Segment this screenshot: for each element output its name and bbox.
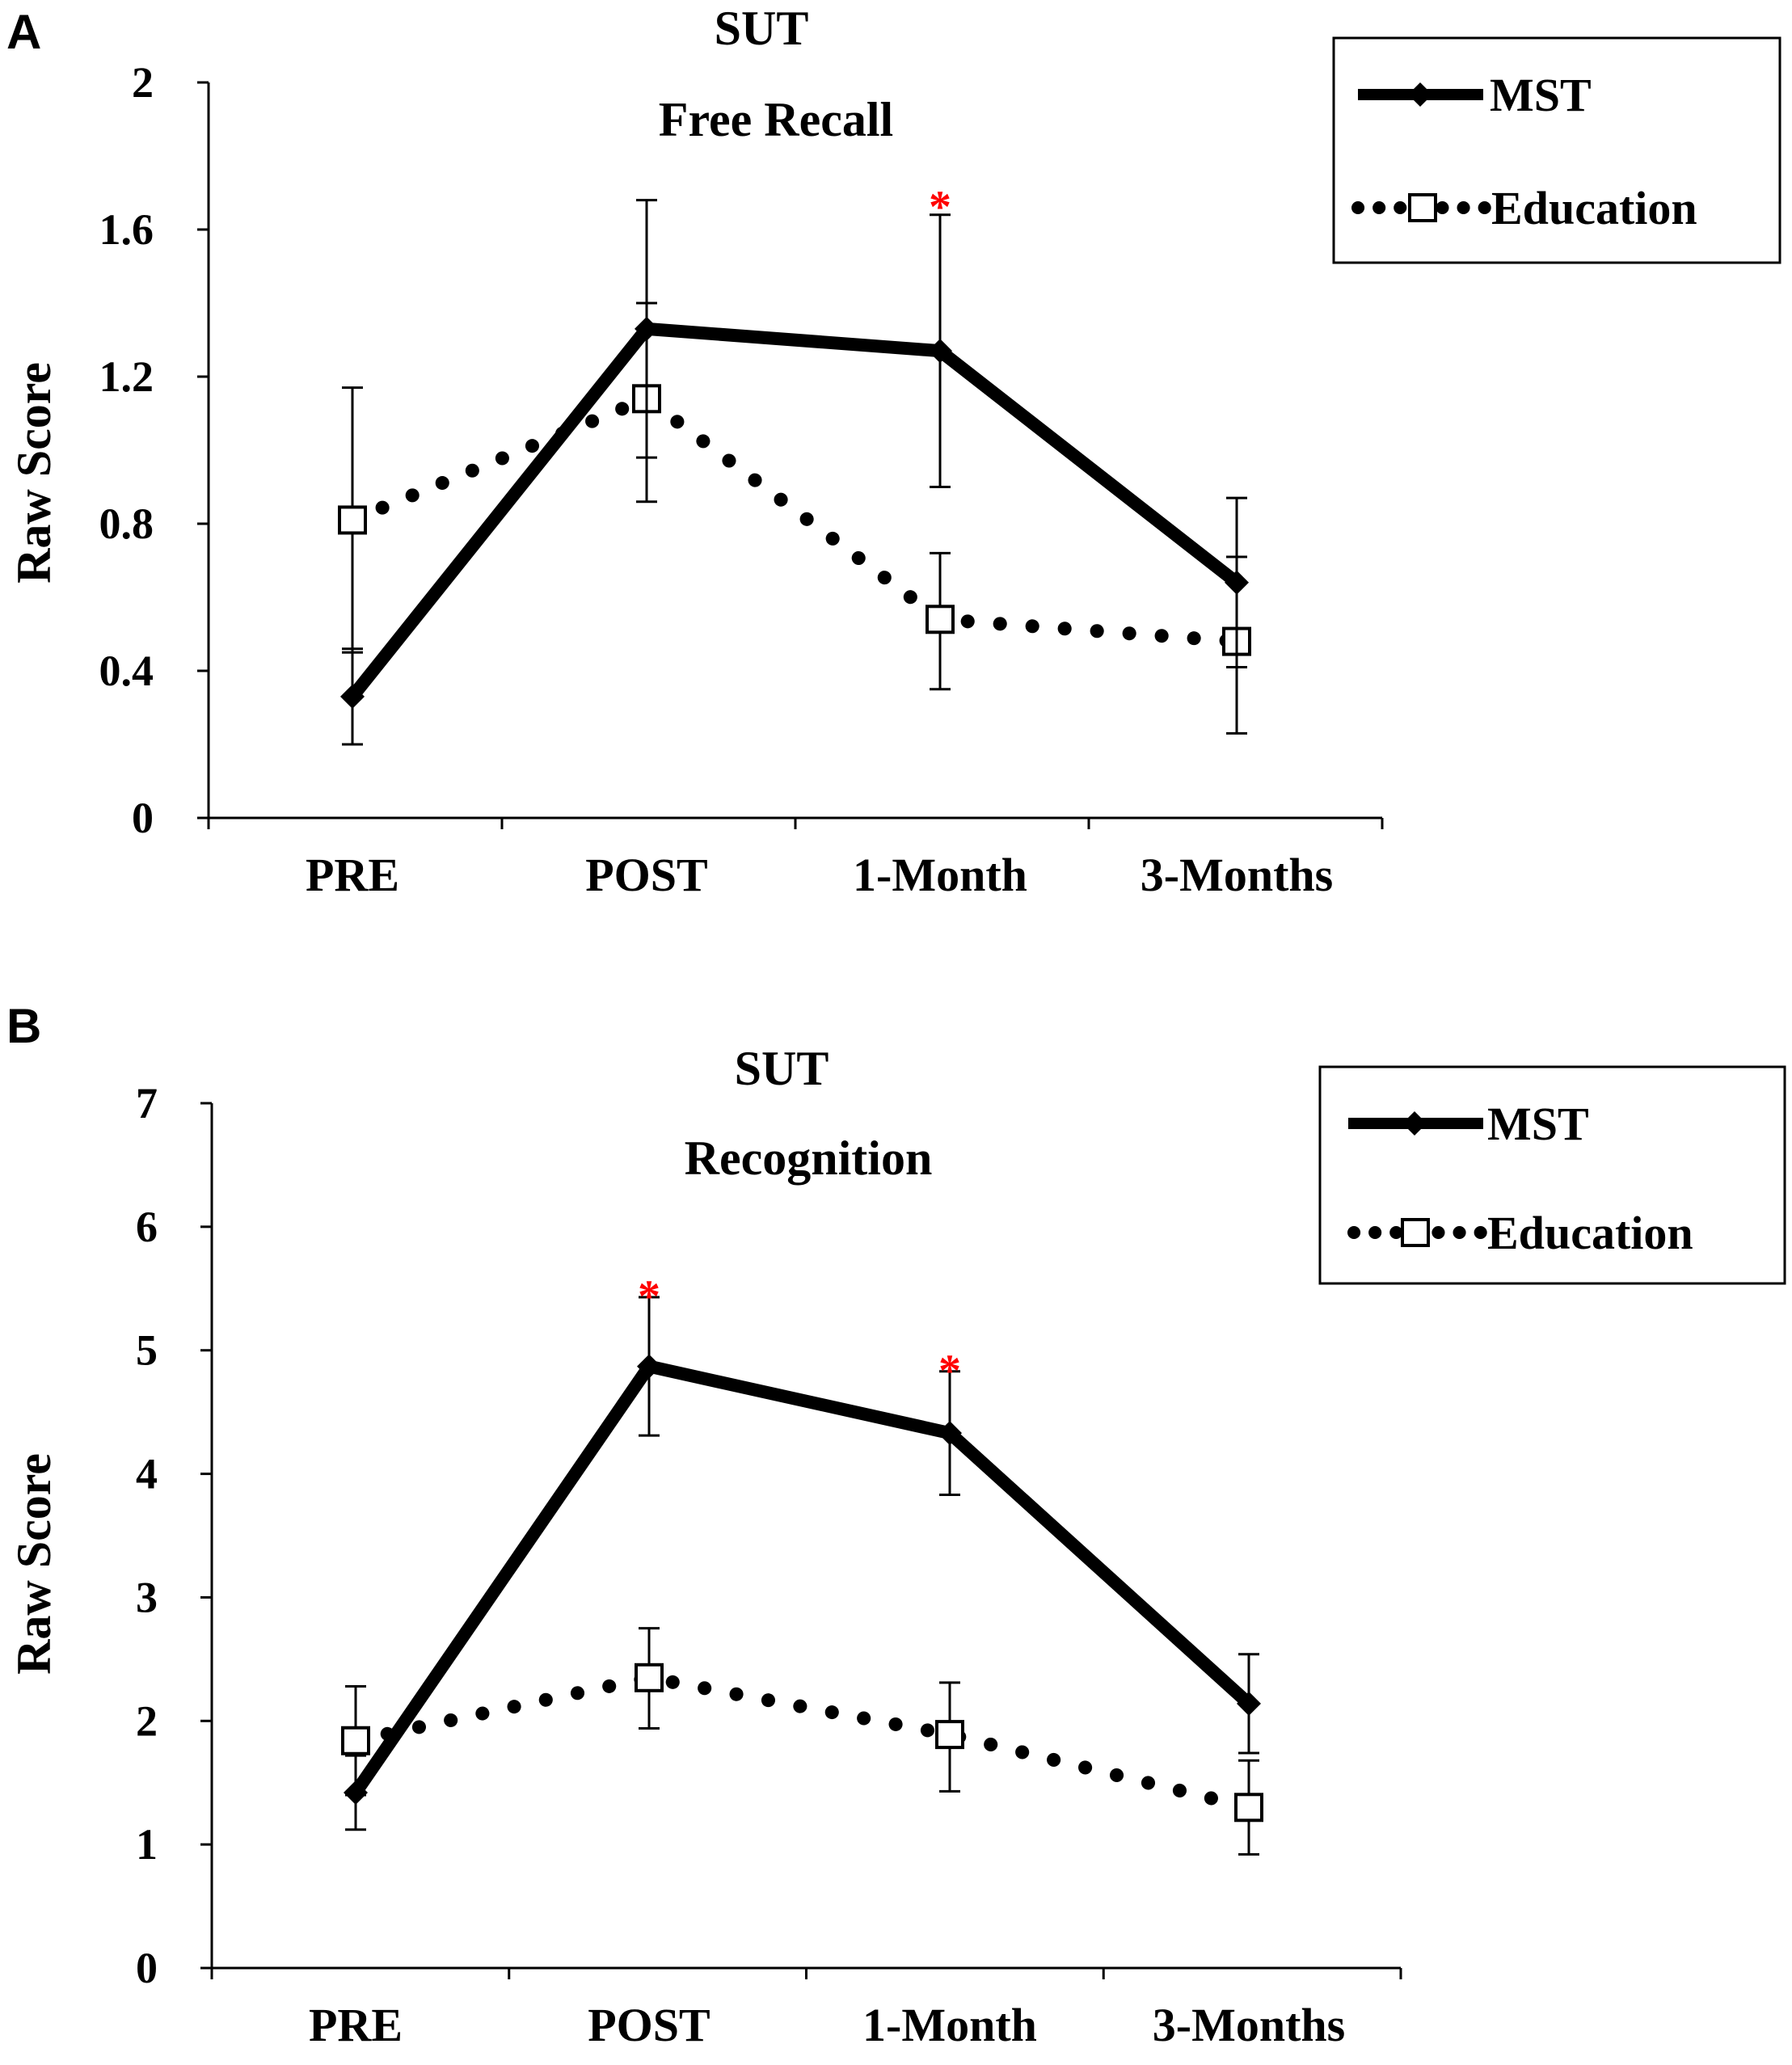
chart-a-x-tick-label: 1-Month: [853, 849, 1027, 901]
chart-b-y-tick-label: 5: [136, 1326, 158, 1375]
chart-a-x-tick-label: 3-Months: [1141, 849, 1333, 901]
chart-panel-b: B SUT Recognition Raw Score MST Educatio…: [0, 994, 1792, 2065]
chart-b-legend-box: [1318, 1065, 1786, 1285]
chart-a-education-point: [338, 505, 367, 535]
panel-label-a: A: [6, 5, 41, 59]
chart-a-legend-box: [1332, 36, 1781, 264]
chart-a-x-tick-label: PRE: [306, 849, 399, 901]
chart-b-x-tick-label: POST: [588, 1999, 710, 2051]
chart-a-y-axis-label: Raw Score: [7, 362, 61, 584]
chart-b-education-point: [635, 1663, 664, 1692]
chart-a-title: SUT: [715, 2, 809, 55]
chart-b-legend-education-label: Education: [1487, 1207, 1693, 1259]
chart-b-y-tick-label: 0: [136, 1944, 158, 1992]
chart-b-education-line: [348, 1671, 1256, 1814]
chart-b-y-tick-label: 6: [136, 1203, 158, 1251]
chart-b-svg: B SUT Recognition Raw Score MST Educatio…: [6, 999, 1786, 2051]
chart-a-subtitle: Free Recall: [659, 93, 893, 146]
chart-b-title: SUT: [735, 1042, 829, 1095]
chart-b-mst-point: [637, 1354, 661, 1379]
chart-a-mst-point: [928, 339, 952, 364]
chart-a-y-tick-label: 0.8: [99, 499, 154, 548]
chart-panel-a: A SUT Free Recall Raw Score MST Educatio…: [0, 0, 1792, 994]
chart-b-y-axis-label: Raw Score: [7, 1453, 61, 1675]
chart-a-y-tick-label: 1.6: [99, 205, 154, 254]
chart-b-legend-education-marker: [1401, 1218, 1430, 1247]
chart-a-education-point: [926, 605, 955, 634]
chart-a-legend-education-label: Education: [1491, 182, 1697, 234]
chart-b-x-tick-label: 1-Month: [862, 1999, 1037, 2051]
chart-a-legend-mst-marker: [1408, 82, 1432, 107]
chart-a-mst-point: [340, 684, 365, 709]
chart-a-svg: A SUT Free Recall Raw Score MST Educatio…: [6, 2, 1781, 901]
chart-b-subtitle: Recognition: [685, 1132, 933, 1185]
chart-b-significance-asterisk: *: [638, 1272, 660, 1322]
chart-b-mst-point: [938, 1421, 962, 1446]
chart-a-significance-asterisk: *: [929, 183, 951, 233]
chart-b-legend-mst-marker: [1402, 1111, 1427, 1136]
chart-a-y-tick-label: 0.4: [99, 647, 154, 695]
chart-a-mst-point: [635, 316, 659, 341]
chart-b-x-tick-label: 3-Months: [1153, 1999, 1345, 2051]
chart-a-mst-line: [347, 322, 1241, 701]
chart-a-y-tick-label: 1.2: [99, 352, 154, 401]
chart-b-mst-line: [350, 1359, 1254, 1797]
chart-b-legend-mst-label: MST: [1487, 1098, 1589, 1150]
chart-a-y-tick-label: 2: [132, 58, 154, 107]
chart-b-x-tick-label: PRE: [309, 1999, 403, 2051]
chart-a-y-tick-label: 0: [132, 794, 154, 842]
chart-a-marks: 0 0.4 0.8 1.2 1.6 2 PRE POST 1-Month 3-Months *: [99, 58, 1384, 901]
chart-b-y-tick-label: 3: [136, 1573, 158, 1621]
panel-label-b: B: [6, 999, 41, 1053]
chart-a-mst-point: [1225, 570, 1249, 595]
chart-a-legend-mst-label: MST: [1490, 69, 1592, 121]
chart-b-education-point: [1234, 1793, 1263, 1823]
chart-b-y-tick-label: 1: [136, 1820, 158, 1869]
chart-b-marks: 0 1 2 3 4 5 6 7 PRE POST 1-Month 3-Months * *: [136, 1079, 1402, 2051]
chart-b-y-tick-label: 4: [136, 1450, 158, 1498]
chart-a-legend-education-marker: [1408, 193, 1437, 222]
chart-a-x-tick-label: POST: [585, 849, 708, 901]
chart-b-y-tick-label: 7: [136, 1079, 158, 1127]
chart-a-education-line: [345, 390, 1244, 649]
chart-b-significance-asterisk: *: [938, 1346, 961, 1396]
chart-b-mst-point: [344, 1780, 368, 1805]
chart-b-y-tick-label: 2: [136, 1696, 158, 1745]
chart-b-mst-point: [1237, 1691, 1261, 1716]
chart-b-education-point: [341, 1726, 370, 1755]
chart-b-education-point: [935, 1720, 964, 1750]
